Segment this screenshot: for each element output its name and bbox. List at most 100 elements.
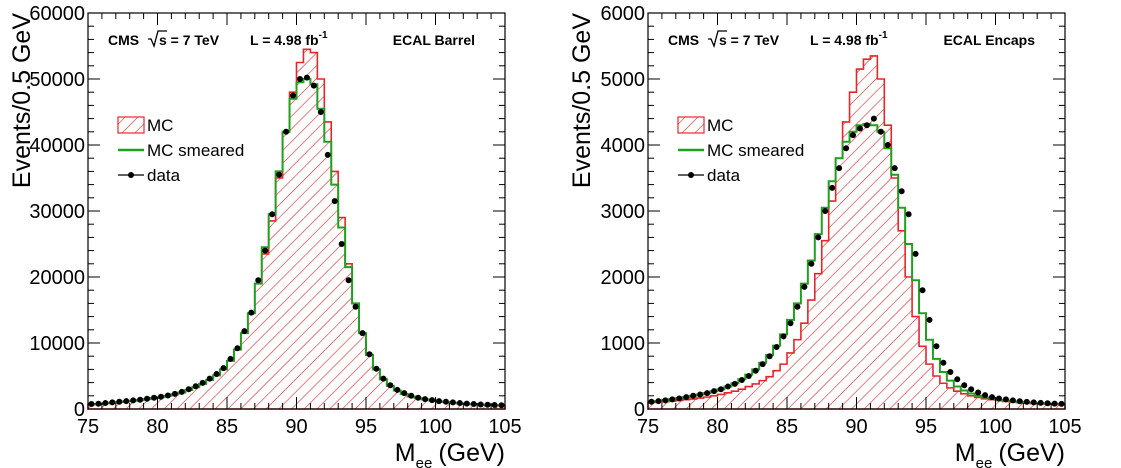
data-point xyxy=(697,391,704,398)
data-point xyxy=(905,211,912,218)
data-point xyxy=(324,151,331,158)
header-lumi-exp: -1 xyxy=(879,30,888,41)
data-point xyxy=(877,128,884,135)
legend-data-label: data xyxy=(707,166,741,185)
data-point xyxy=(345,277,352,284)
data-point xyxy=(766,353,773,360)
data-point xyxy=(234,345,241,352)
data-point xyxy=(109,399,116,406)
data-point xyxy=(171,390,178,397)
data-point xyxy=(995,395,1002,402)
data-point xyxy=(836,165,843,172)
y-tick-label: 30000 xyxy=(29,201,85,223)
data-point xyxy=(655,398,662,405)
x-axis-label-unit: (GeV) xyxy=(998,439,1065,467)
data-point xyxy=(415,394,422,401)
legend-data-swatch-point xyxy=(128,172,134,178)
panel-encaps: 75 80 85 90 95 100 105 0 1000 2000 3000 4000 5000 600… xyxy=(560,0,1120,468)
header-experiment: CMS xyxy=(668,32,699,48)
data-point xyxy=(484,401,491,408)
header-lumi-exp: -1 xyxy=(319,30,328,41)
data-point xyxy=(296,76,303,82)
data-point xyxy=(1037,399,1044,406)
mc-histogram xyxy=(87,48,506,410)
data-point xyxy=(752,367,759,374)
data-point xyxy=(968,386,975,393)
data-point xyxy=(1023,398,1030,405)
data-point xyxy=(491,402,498,409)
data-point xyxy=(1058,400,1065,407)
data-point xyxy=(290,92,297,99)
legend-smeared-label: MC smeared xyxy=(707,141,804,160)
data-point xyxy=(1030,399,1037,406)
x-axis-label-main: M xyxy=(955,439,976,467)
y-tick-label: 50000 xyxy=(29,69,85,91)
data-point xyxy=(192,383,199,390)
data-point xyxy=(164,392,171,399)
header-experiment: CMS xyxy=(108,32,139,48)
chart-barrel: 75 80 85 90 95 100 105 0 10000 20000 30000 40000 500… xyxy=(8,3,522,468)
data-point xyxy=(206,375,213,382)
data-point xyxy=(227,355,234,362)
data-point xyxy=(982,392,989,399)
header-lumi-base: L = 4.98 fb xyxy=(810,32,879,48)
y-tick-label: 2000 xyxy=(601,267,646,289)
data-point xyxy=(359,330,366,337)
data-point xyxy=(856,125,863,132)
data-point xyxy=(780,333,787,340)
x-axis-label-sub: ee xyxy=(976,455,993,468)
data-point xyxy=(850,132,857,139)
header-energy: s = 7 TeV xyxy=(719,32,780,48)
data-point xyxy=(178,388,185,395)
y-axis-label: Events/0.5 GeV xyxy=(8,13,36,188)
data-point xyxy=(1016,398,1023,405)
data-point xyxy=(283,128,290,135)
y-tick-label: 0 xyxy=(634,399,645,421)
data-point xyxy=(352,303,359,310)
data-point xyxy=(394,386,401,393)
y-tick-label: 60000 xyxy=(29,3,85,25)
x-tick-label: 85 xyxy=(216,416,238,438)
data-point xyxy=(711,388,718,395)
data-point xyxy=(373,365,380,372)
data-point xyxy=(717,386,724,393)
legend-mc-swatch xyxy=(117,116,145,134)
data-point xyxy=(449,399,456,406)
data-point xyxy=(940,359,947,366)
data-point xyxy=(366,351,373,358)
data-point xyxy=(470,401,477,408)
x-tick-label: 85 xyxy=(776,416,798,438)
y-tick-label: 6000 xyxy=(601,3,646,25)
data-point xyxy=(408,392,415,399)
data-point xyxy=(891,165,898,172)
data-point xyxy=(463,400,470,407)
data-point xyxy=(738,376,745,383)
x-tick-label: 90 xyxy=(285,416,307,438)
data-point xyxy=(338,241,345,247)
data-point xyxy=(947,369,954,376)
x-axis-label-main: M xyxy=(395,439,416,467)
data-point xyxy=(662,397,669,404)
y-tick-label: 3000 xyxy=(601,201,646,223)
data-point xyxy=(144,395,151,402)
data-point xyxy=(310,82,317,89)
data-point xyxy=(380,375,387,382)
header-lumi-base: L = 4.98 fb xyxy=(250,32,319,48)
legend-smeared-label: MC smeared xyxy=(147,141,244,160)
data-point xyxy=(815,234,822,241)
data-point xyxy=(477,401,484,408)
x-tick-label: 75 xyxy=(77,416,99,438)
x-axis-label: Mee (GeV) xyxy=(955,439,1065,468)
y-tick-label: 10000 xyxy=(29,333,85,355)
panel-barrel: 75 80 85 90 95 100 105 0 10000 20000 30000 40000 500… xyxy=(0,0,560,468)
data-point xyxy=(248,309,255,316)
data-point xyxy=(1051,400,1058,407)
data-point xyxy=(989,394,996,401)
data-point xyxy=(435,398,442,405)
data-point xyxy=(745,373,752,379)
legend-mc-swatch xyxy=(677,116,705,134)
data-point xyxy=(884,142,891,148)
data-point xyxy=(241,328,248,335)
data-point xyxy=(199,379,206,386)
data-point xyxy=(822,208,829,214)
